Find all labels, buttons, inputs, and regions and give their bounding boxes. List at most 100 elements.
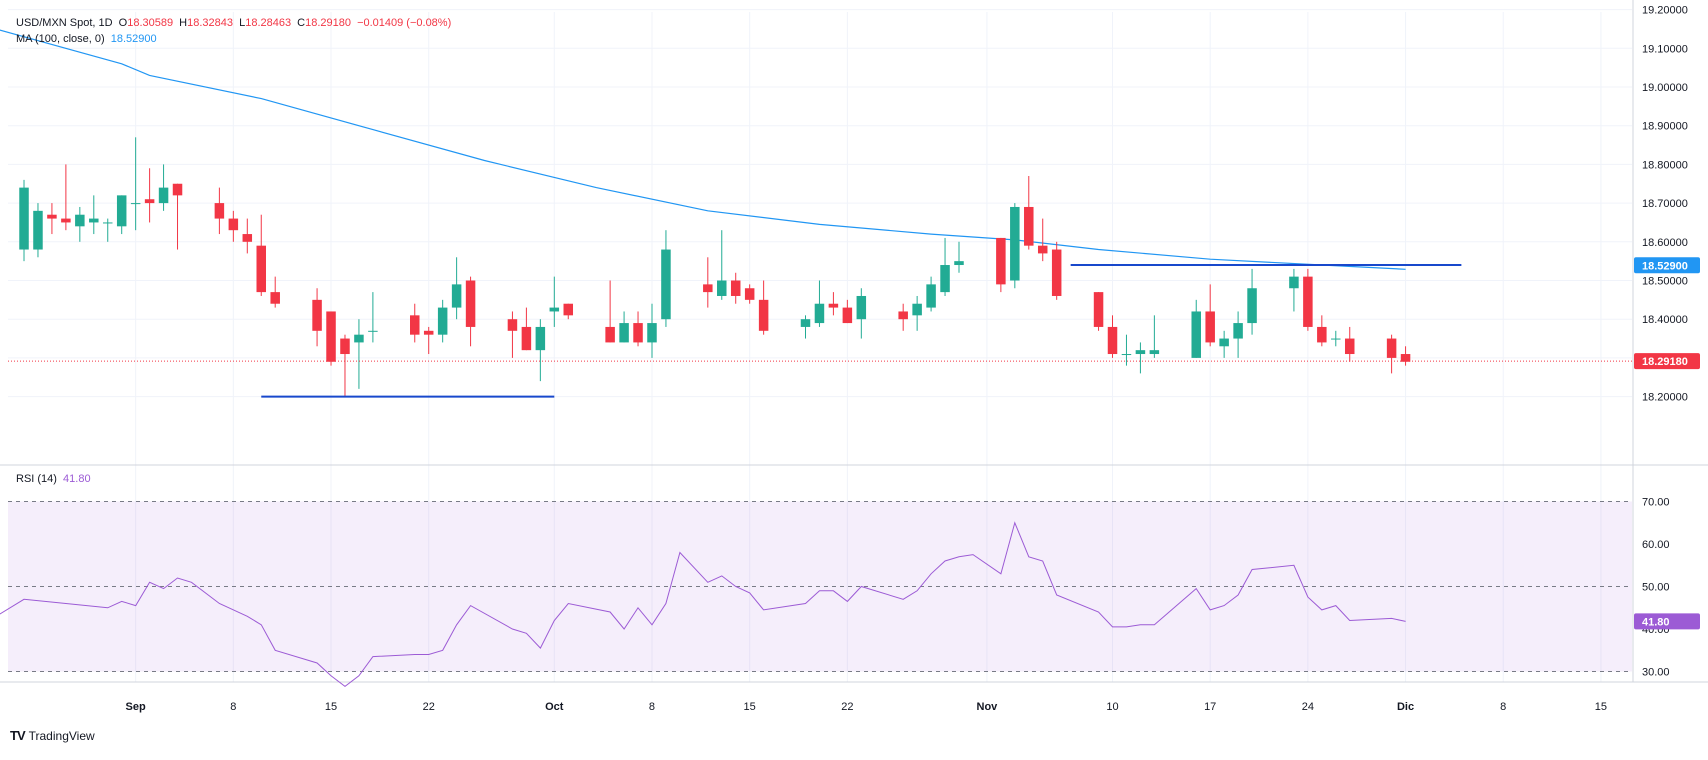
- time-tick-label: 22: [841, 701, 853, 713]
- rsi-value-badge-bg: [1634, 613, 1700, 630]
- ma-line: [0, 29, 1406, 270]
- tradingview-brand[interactable]: TV TradingView: [10, 728, 95, 743]
- candle-up: [1135, 350, 1146, 355]
- candle-down: [1386, 338, 1397, 358]
- rsi-legend: RSI (14) 41.80: [16, 471, 94, 487]
- candle-up: [451, 284, 462, 308]
- candle-down: [507, 319, 518, 331]
- candle-down: [1093, 292, 1104, 327]
- candle-down: [563, 303, 574, 316]
- low-label: L: [239, 17, 246, 29]
- candle-up: [814, 303, 825, 324]
- time-tick-label: 8: [1500, 701, 1506, 713]
- time-tick-label: Nov: [977, 701, 999, 713]
- candle-up: [1010, 206, 1020, 281]
- candle-up: [954, 261, 964, 266]
- candle-up: [130, 203, 141, 205]
- last-price-badge: 18.29180: [1642, 356, 1688, 368]
- candle-up: [1331, 338, 1341, 340]
- candle-down: [214, 203, 225, 219]
- rsi-label[interactable]: RSI (14): [16, 473, 57, 485]
- time-tick-label: 22: [423, 701, 435, 713]
- close-label: C: [297, 17, 306, 29]
- candle-up: [437, 307, 448, 335]
- symbol-label[interactable]: USD/MXN Spot, 1D: [16, 17, 113, 29]
- rsi-line: [0, 521, 1406, 688]
- close-value: 18.29180: [305, 17, 351, 29]
- ma-legend: MA (100, close, 0) 18.52900: [16, 31, 160, 47]
- time-tick-label: Dic: [1397, 701, 1414, 713]
- candle-down: [842, 307, 853, 324]
- price-tick-label: 19.10000: [1642, 43, 1688, 55]
- candle-up: [354, 334, 364, 343]
- candle-down: [898, 311, 908, 320]
- candle-down: [1107, 326, 1118, 355]
- candle-up: [89, 218, 99, 223]
- candle-down: [465, 280, 476, 327]
- candle-down: [1051, 249, 1062, 296]
- price-tick-label: 18.60000: [1642, 237, 1688, 249]
- candle-down: [256, 245, 266, 293]
- candle-down: [1400, 354, 1411, 362]
- candle-up: [1289, 276, 1299, 289]
- candle-up: [1149, 350, 1160, 355]
- candle-down: [61, 218, 71, 223]
- price-tick-label: 19.20000: [1642, 5, 1688, 17]
- candle-up: [368, 330, 378, 332]
- candle-down: [340, 338, 350, 355]
- time-tick-label: 8: [649, 701, 655, 713]
- candle-up: [1247, 288, 1257, 324]
- time-tick-label: 15: [325, 701, 337, 713]
- candle-up: [75, 214, 85, 227]
- candle-up: [926, 284, 936, 308]
- candle-up: [717, 280, 727, 296]
- candle-down: [758, 299, 769, 331]
- candle-up: [1219, 338, 1229, 347]
- price-tick-label: 18.50000: [1642, 276, 1688, 288]
- rsi-tick-label: 70.00: [1642, 497, 1670, 509]
- candle-up: [856, 295, 867, 320]
- time-tick-label: 17: [1204, 701, 1216, 713]
- low-value: 18.28463: [245, 17, 292, 29]
- candle-down: [228, 218, 239, 231]
- candle-down: [47, 214, 57, 219]
- candle-up: [1233, 323, 1243, 339]
- price-tick-label: 18.80000: [1642, 159, 1688, 171]
- candle-up: [535, 326, 546, 351]
- candle-up: [116, 195, 127, 227]
- price-tick-label: 18.70000: [1642, 198, 1688, 210]
- candle-up: [549, 307, 560, 312]
- ma-price-badge: 18.52900: [1642, 260, 1688, 272]
- brand-name: TradingView: [28, 728, 95, 743]
- rsi-tick-label: 50.00: [1642, 582, 1670, 594]
- candle-up: [647, 323, 657, 343]
- open-label: O: [118, 17, 128, 29]
- candle-up: [158, 187, 169, 204]
- time-tick-label: 15: [744, 701, 756, 713]
- price-tick-label: 18.40000: [1642, 314, 1688, 326]
- price-tick-label: 18.20000: [1642, 392, 1688, 404]
- change-value: −0.01409 (−0.08%): [357, 17, 452, 29]
- ma-label[interactable]: MA (100, close, 0): [16, 33, 105, 45]
- price-tick-label: 19.00000: [1642, 82, 1688, 94]
- candle-down: [703, 284, 713, 293]
- candle-down: [1317, 326, 1327, 343]
- candle-up: [619, 323, 629, 343]
- candle-down: [1344, 338, 1355, 355]
- candle-down: [1303, 276, 1313, 327]
- candle-down: [172, 183, 183, 196]
- high-value: 18.32843: [187, 17, 234, 29]
- candle-down: [744, 288, 755, 300]
- tradingview-logo-icon: TV: [10, 728, 26, 743]
- last-price-badge-bg: [1634, 353, 1700, 370]
- candle-up: [661, 249, 671, 320]
- candle-down: [730, 280, 741, 296]
- candle-down: [633, 323, 643, 343]
- ma-price-badge-bg: [1634, 257, 1700, 274]
- candle-down: [1205, 311, 1215, 343]
- candle-down: [410, 315, 420, 335]
- rsi-value: 41.80: [63, 473, 91, 485]
- candle-down: [605, 326, 615, 343]
